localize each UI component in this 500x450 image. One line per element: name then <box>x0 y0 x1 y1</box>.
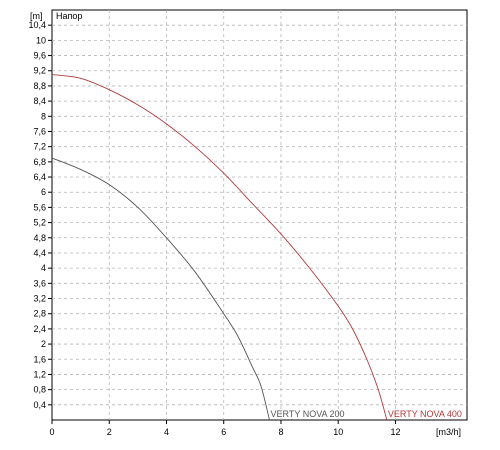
y-tick-label: 1,2 <box>33 369 46 379</box>
x-tick-label: 8 <box>278 427 283 437</box>
y-tick-label: 7,2 <box>33 142 46 152</box>
y-tick-label: 6 <box>41 187 46 197</box>
vertical-grid-lines <box>108 10 396 420</box>
y-tick-label: 9,2 <box>33 66 46 76</box>
y-tick-label: 0,8 <box>33 385 46 395</box>
x-tick-label: 12 <box>390 427 400 437</box>
y-axis-label: Напор <box>56 11 82 21</box>
y-tick-label: 0,4 <box>33 400 46 410</box>
y-tick-label: 4 <box>41 263 46 273</box>
y-tick-label: 5,2 <box>33 218 46 228</box>
y-tick-label: 3,2 <box>33 294 46 304</box>
y-tick-label: 5,6 <box>33 202 46 212</box>
y-tick-label: 8 <box>41 111 46 121</box>
y-tick-label: 8,4 <box>33 96 46 106</box>
x-tick-label: 4 <box>164 427 169 437</box>
y-tick-label: 9,6 <box>33 51 46 61</box>
y-tick-label: 2,4 <box>33 324 46 334</box>
y-tick-label: 2 <box>41 339 46 349</box>
y-tick-label: 3,6 <box>33 278 46 288</box>
y-tick-label: 4,4 <box>33 248 46 258</box>
series-label-verty-nova-200: VERTY NOVA 200 <box>271 409 345 419</box>
y-tick-label: 10,4 <box>28 20 46 30</box>
y-axis-ticks: 0,4 0,8 1,2 1,6 2 2,4 2,8 3,2 3,6 4 4,4 4,8 5,2 5,6 6 6… <box>28 20 52 410</box>
x-tick-label: 2 <box>107 427 112 437</box>
y-tick-label: 6,4 <box>33 172 46 182</box>
x-tick-label: 10 <box>333 427 343 437</box>
y-tick-label: 8,8 <box>33 81 46 91</box>
x-tick-label: 6 <box>221 427 226 437</box>
series-line-verty-nova-400 <box>51 74 388 421</box>
y-tick-label: 10 <box>36 35 46 45</box>
y-tick-label: 1,6 <box>33 354 46 364</box>
series-layer: VERTY NOVA 200 VERTY NOVA 400 <box>51 74 462 421</box>
y-tick-label: 7,6 <box>33 126 46 136</box>
x-axis-ticks: 0 2 4 6 8 10 12 <box>49 420 400 437</box>
x-tick-label: 0 <box>49 427 54 437</box>
y-axis-unit: [m] <box>30 11 43 21</box>
series-line-verty-nova-200 <box>51 157 270 421</box>
y-tick-label: 4,8 <box>33 233 46 243</box>
plot-frame <box>51 9 468 421</box>
y-tick-label: 6,8 <box>33 157 46 167</box>
x-axis-unit: [m3/h] <box>436 427 461 437</box>
y-tick-label: 2,8 <box>33 309 46 319</box>
series-label-verty-nova-400: VERTY NOVA 400 <box>388 409 462 419</box>
